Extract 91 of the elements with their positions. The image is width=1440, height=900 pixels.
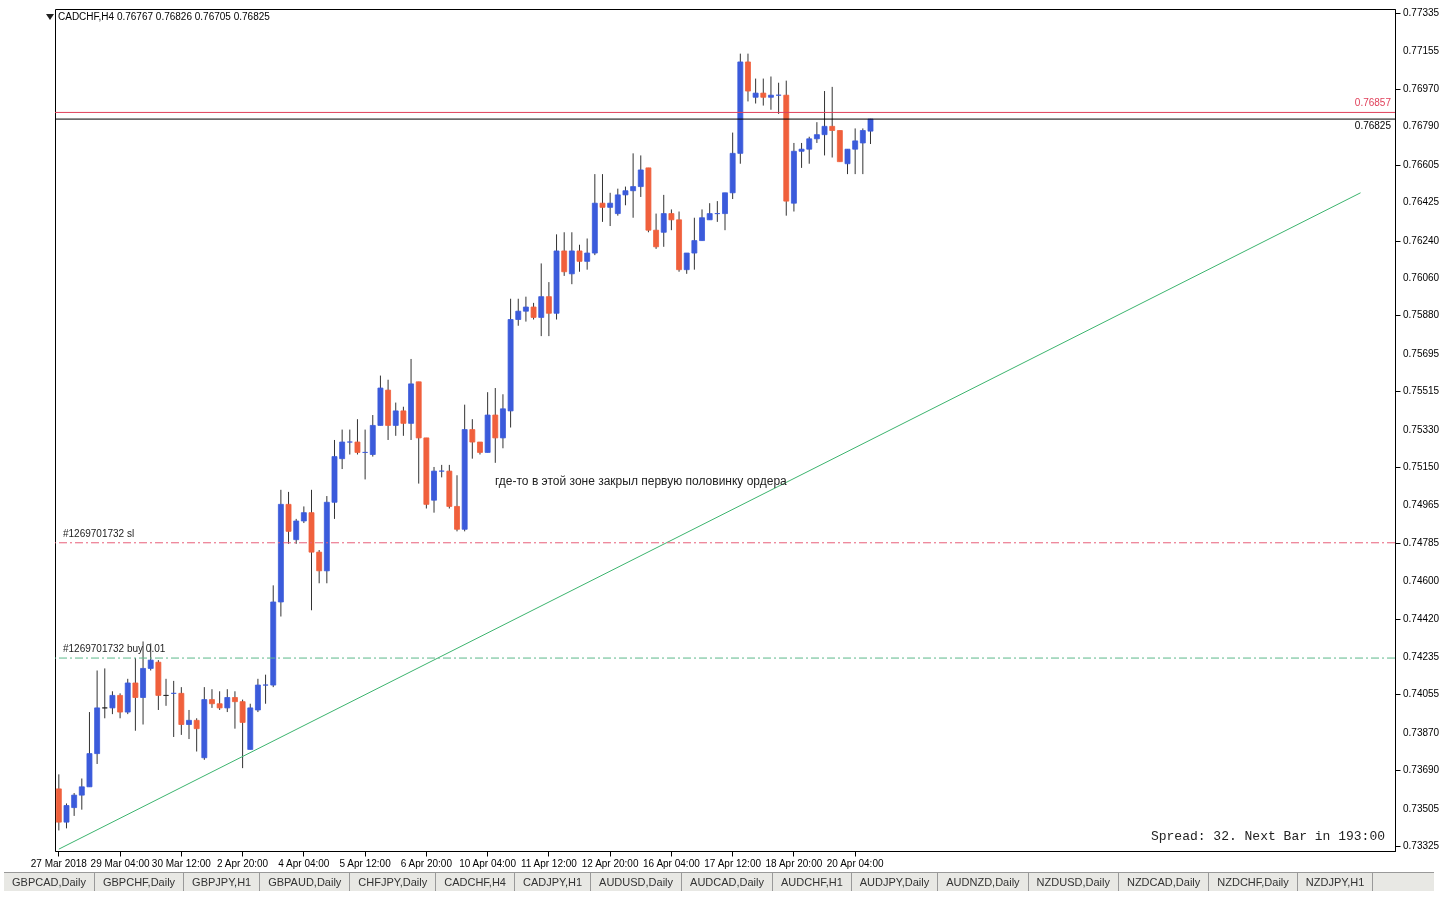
candlestick bbox=[101, 667, 108, 719]
text: CHFJPY,Daily bbox=[350, 873, 437, 891]
text: GBPAUD,Daily bbox=[260, 873, 351, 891]
y-tick-label: 0.76970 bbox=[1403, 82, 1440, 94]
x-tick-label: 29 Mar 04:00 bbox=[90, 857, 150, 869]
x-tick-label: 12 Apr 20:00 bbox=[581, 857, 639, 869]
y-tick-label: 0.76425 bbox=[1403, 196, 1440, 208]
ref-line-label: 0.76825 bbox=[1354, 120, 1392, 132]
chart-title: CADCHF,H4 0.76767 0.76826 0.76705 0.76825 bbox=[58, 11, 270, 22]
candlestick bbox=[469, 418, 476, 460]
candlestick bbox=[193, 717, 200, 753]
y-tick-label: 0.74965 bbox=[1403, 499, 1440, 511]
text: AUDCAD,Daily bbox=[682, 873, 774, 891]
y-tick-label: 0.76790 bbox=[1403, 120, 1440, 132]
y-tick-label: 0.73870 bbox=[1403, 726, 1440, 738]
x-tick-label: 10 Apr 04:00 bbox=[459, 857, 517, 869]
text: GBPJPY,H1 bbox=[184, 873, 261, 891]
annotation: Spread: 32. Next Bar in 193:00 bbox=[1150, 829, 1385, 844]
text: GBPCAD,Daily bbox=[4, 873, 95, 891]
text: CADCHF,H4 bbox=[436, 873, 515, 891]
candlestick bbox=[829, 86, 836, 158]
candlestick bbox=[561, 231, 568, 277]
x-tick-label: 6 Apr 20:00 bbox=[400, 857, 453, 869]
text: GBPCHF,Daily bbox=[94, 873, 185, 891]
candlestick bbox=[545, 281, 552, 337]
candlestick bbox=[568, 231, 575, 285]
candlestick bbox=[584, 238, 591, 271]
x-tick-label: 11 Apr 12:00 bbox=[520, 857, 578, 869]
y-tick-label: 0.75515 bbox=[1403, 385, 1440, 397]
candlestick bbox=[454, 474, 460, 532]
candlestick bbox=[492, 387, 499, 464]
x-tick-label: 4 Apr 04:00 bbox=[278, 857, 330, 869]
text: CADJPY,H1 bbox=[514, 873, 592, 891]
candlestick bbox=[392, 402, 399, 437]
ref-line-label: #1269701732 sl bbox=[63, 527, 135, 539]
candlestick bbox=[109, 690, 116, 715]
candlestick bbox=[599, 173, 606, 223]
candlestick bbox=[346, 429, 353, 456]
y-tick-label: 0.76605 bbox=[1403, 158, 1440, 170]
candlestick bbox=[637, 154, 644, 198]
candlestick bbox=[660, 194, 667, 248]
y-tick-label: 0.73505 bbox=[1403, 802, 1440, 814]
candlestick bbox=[262, 674, 269, 705]
y-tick-label: 0.73690 bbox=[1403, 764, 1440, 776]
y-tick-label: 0.76240 bbox=[1403, 234, 1440, 246]
candlestick bbox=[117, 692, 123, 719]
text: AUDCHF,H1 bbox=[773, 873, 852, 891]
x-tick-label: 16 Apr 04:00 bbox=[643, 857, 701, 869]
candlestick bbox=[576, 244, 583, 273]
text: NZDUSD,Daily bbox=[1028, 873, 1119, 891]
text: NZDJPY,H1 bbox=[1297, 873, 1374, 891]
y-tick-label: 0.76060 bbox=[1403, 271, 1440, 283]
ref-line-label: 0.76857 bbox=[1354, 97, 1392, 109]
candlestick bbox=[607, 192, 614, 227]
y-tick-label: 0.75330 bbox=[1403, 423, 1440, 435]
x-tick-label: 18 Apr 20:00 bbox=[765, 857, 823, 869]
candlestick bbox=[523, 296, 529, 323]
text: NZDCHF,Daily bbox=[1209, 873, 1298, 891]
candlestick bbox=[354, 418, 361, 456]
text: AUDNZD,Daily bbox=[938, 873, 1029, 891]
candlestick bbox=[186, 709, 192, 740]
x-tick-label: 17 Apr 12:00 bbox=[704, 857, 762, 869]
candlestick bbox=[722, 192, 728, 231]
annotation: где-то в этой зоне закрыл первую половинку ордера bbox=[495, 474, 788, 488]
candlestick bbox=[538, 262, 545, 337]
y-tick-label: 0.74785 bbox=[1403, 536, 1440, 548]
y-tick-label: 0.75695 bbox=[1403, 347, 1440, 359]
y-tick-label: 0.74600 bbox=[1403, 575, 1440, 587]
x-tick-label: 27 Mar 2018 bbox=[30, 857, 88, 869]
y-tick-label: 0.75880 bbox=[1403, 309, 1440, 321]
y-tick-label: 0.75150 bbox=[1403, 460, 1440, 472]
candlestick bbox=[768, 76, 774, 111]
x-tick-label: 30 Mar 12:00 bbox=[151, 857, 212, 869]
text: NZDCAD,Daily bbox=[1118, 873, 1210, 891]
y-tick-label: 0.77335 bbox=[1403, 7, 1440, 19]
candlestick bbox=[224, 688, 231, 713]
candlestick bbox=[752, 78, 759, 104]
candlestick bbox=[760, 78, 767, 107]
y-tick-label: 0.74235 bbox=[1403, 651, 1440, 663]
text: AUDUSD,Daily bbox=[591, 873, 683, 891]
y-tick-label: 0.77155 bbox=[1403, 44, 1440, 56]
candlestick bbox=[293, 518, 300, 545]
y-tick-label: 0.74420 bbox=[1403, 612, 1440, 624]
candlestick bbox=[132, 657, 139, 732]
x-tick-label: 5 Apr 12:00 bbox=[339, 857, 392, 869]
x-tick-label: 2 Apr 20:00 bbox=[217, 857, 269, 869]
x-tick-label: 20 Apr 04:00 bbox=[826, 857, 884, 869]
candlestick bbox=[400, 406, 407, 437]
y-tick-label: 0.74055 bbox=[1403, 688, 1440, 700]
y-tick-label: 0.73325 bbox=[1403, 840, 1440, 852]
text: AUDJPY,Daily bbox=[851, 873, 939, 891]
